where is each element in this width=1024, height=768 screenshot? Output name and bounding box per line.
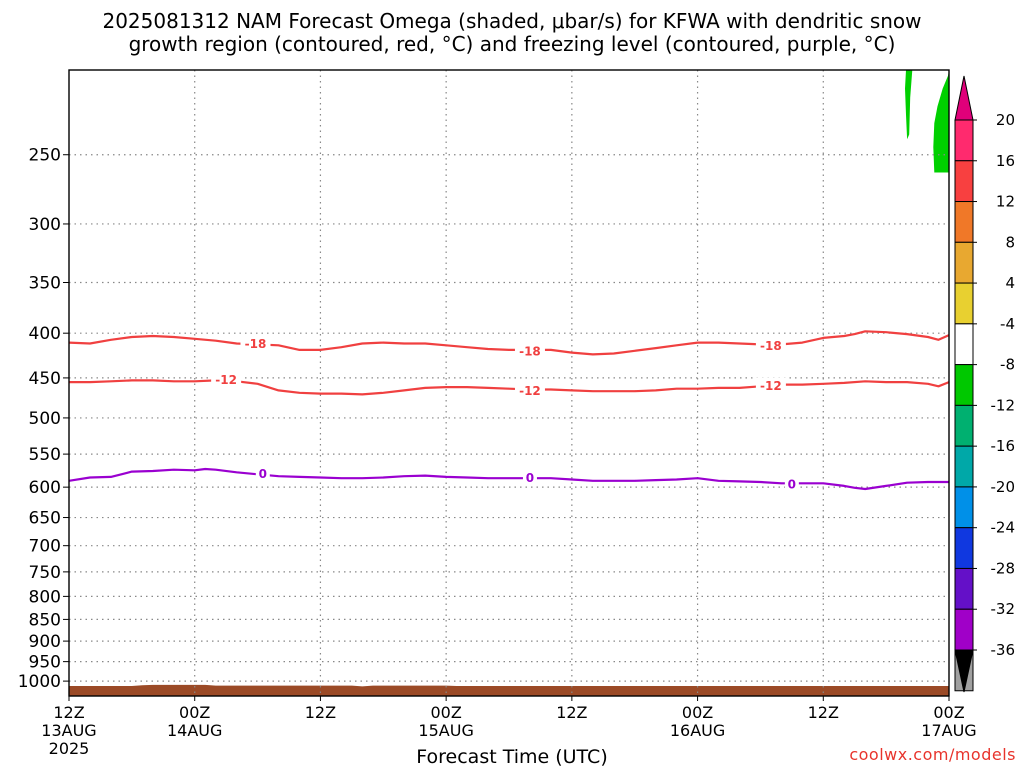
- x-tick-label: 15AUG: [418, 721, 473, 740]
- colorbar-swatch: [954, 445, 974, 488]
- y-tick-label: 600: [29, 478, 61, 498]
- omega-area: [933, 70, 949, 173]
- y-tick-label: 350: [29, 273, 61, 293]
- y-tick-label: 750: [29, 563, 61, 583]
- contour-label-bg: [211, 371, 242, 387]
- x-tick-label: 16AUG: [670, 721, 725, 740]
- contour-label-bg: [255, 465, 270, 481]
- y-tick-label: 700: [29, 537, 61, 557]
- x-tick-label: 12Z: [808, 703, 839, 722]
- y-tick-label: 500: [29, 409, 61, 429]
- y-tick-label: 450: [29, 369, 61, 389]
- colorbar-label: -16: [991, 437, 1016, 455]
- contour-label-bg: [514, 382, 545, 398]
- x-tick-label: 13AUG: [41, 721, 96, 740]
- contour-label-bg: [240, 335, 271, 351]
- colorbar: 20 16 12 8 4 -4 -8 -12 -16 -20 -24 -28 -32 -36: [954, 75, 1016, 693]
- colorbar-swatch: [954, 119, 974, 162]
- colorbar-bottom-arrow: [954, 649, 974, 693]
- omega-shading-layer: [905, 70, 949, 173]
- y-tick-label: 250: [29, 146, 61, 166]
- terrain-layer: [69, 684, 949, 696]
- x-tick-label: 12Z: [556, 703, 587, 722]
- y-tick-label: 300: [29, 215, 61, 235]
- contour-label: -12: [215, 373, 237, 387]
- contours: -18 -18 -18 -12 -12 -12 0 0 0: [68, 330, 950, 491]
- colorbar-swatch: [954, 527, 974, 569]
- omega-area: [905, 70, 913, 140]
- colorbar-swatch: [954, 241, 974, 284]
- x-axis-label: Forecast Time (UTC): [416, 746, 608, 768]
- y-tick-label: 650: [29, 509, 61, 529]
- contour-label-bg: [522, 469, 537, 485]
- y-tick-label: 400: [29, 324, 61, 344]
- colorbar-label: 16: [996, 152, 1015, 170]
- credit-link[interactable]: coolwx.com/models: [849, 745, 1016, 764]
- x-tick-label: 14AUG: [167, 721, 222, 740]
- contour-line: [69, 379, 950, 396]
- colorbar-label: 20: [996, 111, 1015, 129]
- colorbar-label: -32: [991, 600, 1016, 618]
- colorbar-label: 4: [1005, 274, 1015, 292]
- colorbar-swatch: [954, 404, 974, 447]
- contour-label: 0: [259, 467, 267, 481]
- x-tick-label: 00Z: [933, 703, 964, 722]
- contour-label: 0: [526, 471, 534, 485]
- gridlines: [69, 70, 949, 696]
- y-tick-label: 1000: [18, 672, 61, 692]
- x-tick-label: 17AUG: [921, 721, 976, 740]
- plot-border: [68, 69, 950, 697]
- chart-title-line-1: 2025081312 NAM Forecast Omega (shaded, μ…: [102, 9, 922, 33]
- x-tick-label: 2025: [49, 739, 90, 758]
- y-tick-label: 550: [29, 445, 61, 465]
- colorbar-label: -28: [991, 559, 1016, 577]
- plot-frame: [68, 69, 950, 697]
- contour-label: -18: [519, 344, 541, 358]
- terrain-fill: [69, 684, 949, 696]
- colorbar-swatch: [954, 608, 974, 651]
- contour-line: [68, 467, 949, 491]
- contour-label: -12: [760, 379, 782, 393]
- colorbar-label: -4: [1000, 315, 1015, 333]
- colorbar-label: -36: [991, 641, 1016, 659]
- y-axis-ticks: 2503003504004505005506006507007508008509…: [18, 146, 69, 692]
- contour-label: -18: [760, 339, 782, 353]
- contour-label-bg: [755, 337, 786, 353]
- x-tick-label: 00Z: [430, 703, 461, 722]
- colorbar-label: -12: [991, 396, 1016, 414]
- colorbar-swatch: [954, 567, 974, 610]
- colorbar-top-arrow: [954, 75, 974, 121]
- contour-label-bg: [514, 342, 545, 358]
- y-tick-label: 850: [29, 610, 61, 630]
- x-tick-label: 00Z: [682, 703, 713, 722]
- x-tick-label: 12Z: [53, 703, 84, 722]
- colorbar-label: -20: [991, 478, 1016, 496]
- colorbar-swatch: [954, 323, 974, 366]
- colorbar-swatch: [954, 160, 974, 203]
- colorbar-label: -8: [1000, 356, 1015, 374]
- chart-title-line-2: growth region (contoured, red, °C) and f…: [128, 32, 896, 56]
- y-tick-label: 800: [29, 587, 61, 607]
- y-tick-label: 950: [29, 653, 61, 673]
- colorbar-swatch: [954, 282, 974, 325]
- colorbar-swatch: [954, 201, 974, 243]
- x-tick-label: 00Z: [179, 703, 210, 722]
- colorbar-label: 12: [996, 193, 1015, 211]
- contour-label-bg: [755, 377, 786, 393]
- contour-label-bg: [784, 475, 799, 491]
- colorbar-label: -24: [991, 519, 1016, 537]
- colorbar-label: 8: [1005, 233, 1015, 251]
- contour-label: -18: [245, 337, 267, 351]
- colorbar-swatch: [954, 364, 974, 406]
- contour-label: -12: [519, 384, 541, 398]
- colorbar-swatch: [954, 486, 974, 529]
- contour-line: [68, 330, 950, 356]
- contour-label: 0: [788, 477, 796, 491]
- x-tick-label: 12Z: [305, 703, 336, 722]
- y-tick-label: 900: [29, 632, 61, 652]
